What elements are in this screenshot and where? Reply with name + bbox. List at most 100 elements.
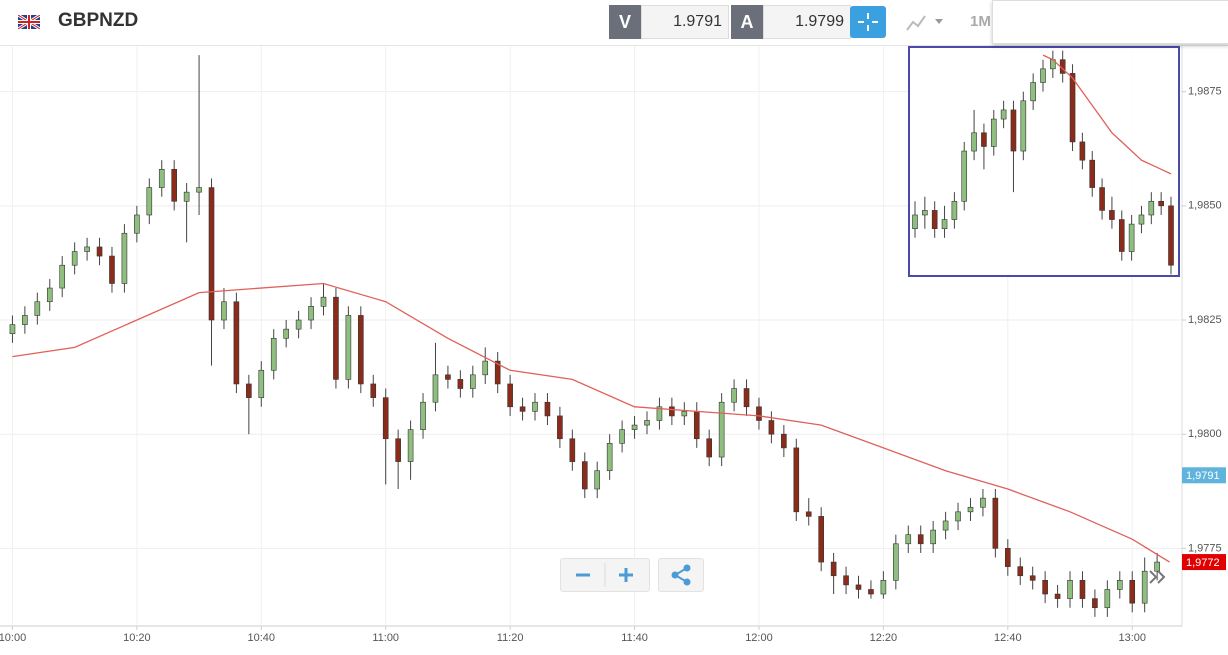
price-tag [1182,467,1226,484]
zoom-icons[interactable] [561,559,649,591]
inset-plot [912,50,1174,275]
symbol: GBPNZD [58,10,139,31]
share-button[interactable] [658,558,704,592]
candle-body [432,374,439,403]
candle-body [270,337,277,371]
candle-body [955,511,961,522]
candle-body [1017,566,1024,577]
candle-body [931,210,938,229]
candle-body [183,191,190,202]
price-tag-label: 1,9791 [1186,470,1220,482]
candle-body [1005,548,1011,567]
candle-body [1000,109,1007,120]
candle-body [557,415,563,440]
y-tick-label: 1,9775 [1188,542,1222,554]
candle-body [581,461,588,490]
bid-price[interactable]: 1.9791 [641,5,729,39]
candle-body [1104,589,1111,609]
candle-body [594,470,601,490]
candle-body [258,369,265,398]
candle-body [71,251,78,266]
candle-body [1020,100,1027,152]
x-tick-label: 10:20 [123,632,151,644]
chart-type-button[interactable] [905,10,951,34]
share-icon [671,564,691,586]
candle-body [196,187,202,193]
inset-moving-average [1042,54,1172,175]
candle-body [519,406,526,412]
candle-body [942,520,949,531]
candle-body [1118,219,1125,252]
candle-body [283,328,289,339]
bid-label: V [609,5,641,39]
ask-price[interactable]: 1.9799 [763,5,851,39]
crosshair-button[interactable] [850,6,886,38]
candle-body [971,132,977,152]
candle-body [84,246,90,252]
candle-body [221,301,227,321]
y-tick-label: 1,9800 [1188,428,1222,440]
candle-body [941,219,948,229]
candle-body [781,433,787,449]
candle-body [507,383,513,408]
candle-body [706,438,713,458]
candle-body [880,580,887,595]
candle-body [46,287,53,303]
candle-body [1079,141,1086,161]
candle-body [1029,575,1036,581]
candle-body [731,388,737,403]
candle-body [295,319,302,330]
candle-body [1054,593,1061,599]
price-tag [1182,554,1226,571]
candle-body [1168,205,1174,266]
candle-body [1148,200,1155,216]
candle-body [644,420,650,426]
candle-body [22,315,28,325]
candle-body [1109,210,1115,220]
candle-body [469,374,476,389]
candle-body [395,438,401,462]
candle-body [1128,223,1135,252]
candle-body [1158,200,1164,207]
y-tick-label: 1,9875 [1188,86,1222,98]
scroll-right-button[interactable] [1147,568,1169,586]
candle-body [445,374,451,380]
candle-body [121,232,128,284]
moving-average [12,282,1170,563]
candle-body [961,150,968,202]
candle-body [345,315,352,380]
candle-body [619,429,625,444]
candle-body [1129,580,1136,604]
x-tick-label: 11:40 [621,632,648,644]
candle-body [818,516,824,563]
x-tick-label: 12:40 [994,632,1022,644]
candle-body [718,401,725,458]
candle-body [830,561,837,577]
candle-body [158,169,165,188]
price-tag-label: 1,9772 [1186,557,1220,569]
candle-body [905,534,912,545]
candle-body [805,511,812,517]
candle-body [1092,598,1098,609]
candle-body [930,529,936,545]
candle-body [1138,214,1145,225]
candle-body [669,406,675,417]
inset-border [908,46,1180,277]
candle-body [1010,109,1017,152]
candle-body [1154,561,1160,572]
y-tick-label: 1,9825 [1188,314,1222,326]
candle-body [407,429,414,462]
period-button[interactable]: 1M [970,13,991,30]
candle-body [208,187,215,321]
candle-body [171,169,177,202]
candle-body [855,584,862,590]
candle-body [96,246,103,257]
zoom-controls [560,558,650,592]
candle-body [1069,73,1076,143]
candle-body [494,360,501,385]
candle-body [34,301,41,316]
candle-body [992,497,999,549]
x-tick-label: 12:20 [870,632,898,644]
candle-body [743,388,750,408]
